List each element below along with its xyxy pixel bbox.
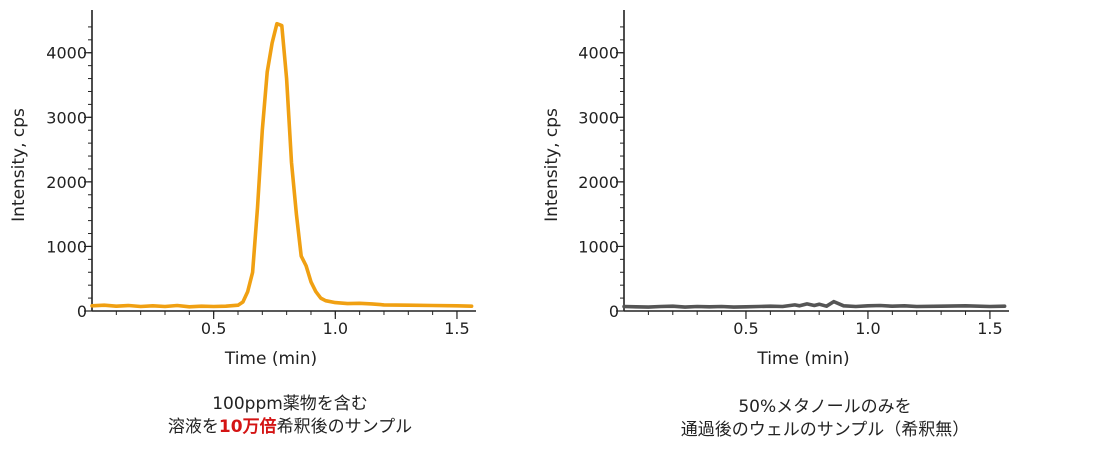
caption-left-line1: 100ppm薬物を含む [212, 394, 368, 414]
caption-left-line2: 溶液を10万倍希釈後のサンプル [80, 416, 500, 439]
x-tick-label: 0.5 [201, 319, 226, 338]
y-tick-label: 3000 [578, 108, 619, 127]
chart-left: 0.5 1.0 1.5 0 1000 2000 3000 4000 Time (min) Inte… [9, 10, 476, 369]
caption-left-line2-pre: 溶液を [167, 417, 219, 437]
chart-right: 0.5 1.0 1.5 0 1000 2000 3000 4000 Time (min) Inte… [542, 10, 1009, 369]
y-tick-label: 1000 [46, 237, 87, 256]
y-tick-label: 4000 [578, 44, 619, 63]
caption-right-line1: 50%メタノールのみを [738, 397, 912, 417]
caption-left: 100ppm薬物を含む 溶液を10万倍希釈後のサンプル [80, 393, 500, 439]
caption-right: 50%メタノールのみを 通過後のウェルのサンプル（希釈無） [615, 396, 1035, 442]
y-tick-label: 0 [77, 302, 87, 321]
y-tick-label: 2000 [46, 173, 87, 192]
caption-right-line2: 通過後のウェルのサンプル（希釈無） [680, 420, 970, 440]
series-line [622, 299, 1007, 309]
series-line [90, 21, 474, 309]
y-tick-label: 0 [609, 302, 619, 321]
x-tick-label: 1.0 [323, 319, 348, 338]
x-tick-label: 1.0 [855, 319, 880, 338]
x-axis-label: Time (min) [756, 349, 849, 369]
y-axis-label: Intensity, cps [9, 108, 29, 222]
y-tick-label: 2000 [578, 173, 619, 192]
y-tick-label: 3000 [46, 108, 87, 127]
x-tick-label: 0.5 [733, 319, 758, 338]
x-axis-label: Time (min) [224, 349, 317, 369]
x-tick-label: 1.5 [977, 319, 1002, 338]
y-tick-label: 1000 [578, 237, 619, 256]
caption-left-line2-post: 希釈後のサンプル [276, 417, 413, 437]
y-tick-label: 4000 [46, 44, 87, 63]
y-axis-label: Intensity, cps [542, 108, 562, 222]
x-tick-label: 1.5 [444, 319, 469, 338]
caption-left-highlight: 10万倍 [218, 417, 277, 437]
